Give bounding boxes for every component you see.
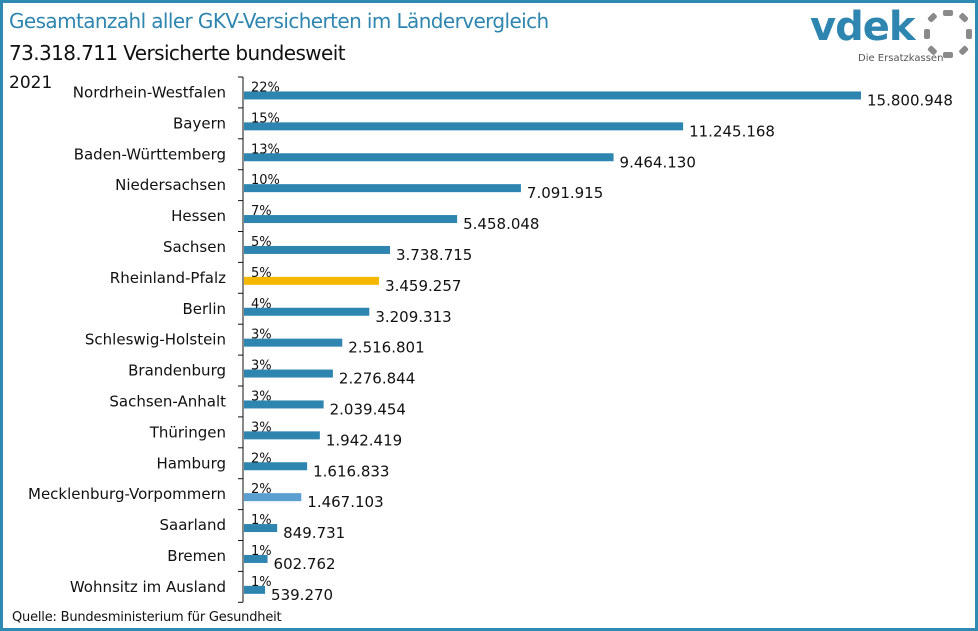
- category-label: Nordrhein-Westfalen: [73, 83, 226, 101]
- percent-label: 7%: [251, 204, 272, 219]
- bar: [244, 493, 302, 502]
- value-label: 2.276.844: [339, 370, 415, 388]
- bar: [244, 554, 268, 563]
- logo-wordmark: vdek: [810, 4, 915, 50]
- bar: [244, 245, 390, 254]
- bar: [244, 153, 614, 162]
- category-label: Wohnsitz im Ausland: [70, 578, 226, 596]
- value-label: 11.245.168: [689, 122, 775, 140]
- bar: [244, 276, 380, 285]
- percent-label: 22%: [251, 80, 280, 95]
- percent-label: 3%: [251, 420, 272, 435]
- percent-label: 1%: [251, 513, 272, 528]
- logo-ring-icon: [924, 10, 972, 58]
- chart-title: Gesamtanzahl aller GKV-Versicherten im L…: [9, 9, 549, 33]
- percent-label: 2%: [251, 451, 272, 466]
- value-label: 1.616.833: [313, 462, 389, 480]
- bar: [244, 585, 266, 594]
- source-note: Quelle: Bundesministerium für Gesundheit: [12, 610, 282, 625]
- percent-label: 13%: [251, 142, 280, 157]
- category-label: Hessen: [171, 207, 226, 225]
- percent-label: 1%: [251, 544, 272, 559]
- bar: [244, 307, 370, 316]
- category-label: Bremen: [167, 547, 226, 565]
- percent-label: 3%: [251, 389, 272, 404]
- percent-label: 2%: [251, 482, 272, 497]
- category-label: Baden-Württemberg: [74, 145, 226, 163]
- category-label: Thüringen: [149, 423, 226, 441]
- bar: [244, 122, 684, 131]
- percent-label: 1%: [251, 575, 272, 590]
- bar: [244, 400, 324, 409]
- bar: [244, 184, 521, 193]
- value-label: 2.039.454: [330, 400, 406, 418]
- bar: [244, 431, 320, 440]
- percent-label: 15%: [251, 111, 280, 126]
- category-label: Sachsen: [163, 238, 226, 256]
- category-label: Saarland: [160, 516, 226, 534]
- value-label: 5.458.048: [463, 215, 539, 233]
- category-label: Bayern: [173, 114, 226, 132]
- bar: [244, 338, 343, 347]
- value-label: 1.467.103: [307, 493, 383, 511]
- category-label: Mecklenburg-Vorpommern: [28, 485, 226, 503]
- value-label: 9.464.130: [620, 153, 696, 171]
- value-label: 3.738.715: [396, 246, 472, 264]
- percent-label: 5%: [251, 266, 272, 281]
- bar: [244, 524, 278, 533]
- logo-tagline: Die Ersatzkassen: [858, 53, 944, 64]
- chart-year: 2021: [9, 73, 53, 93]
- chart-subtitle: 73.318.711 Versicherte bundesweit: [9, 41, 346, 65]
- bar: [244, 369, 333, 378]
- value-label: 3.209.313: [375, 308, 451, 326]
- percent-label: 10%: [251, 173, 280, 188]
- percent-label: 5%: [251, 235, 272, 250]
- vdek-logo: vdek Die Ersatzkassen: [810, 4, 972, 66]
- value-label: 3.459.257: [385, 277, 461, 295]
- bar: [244, 91, 861, 100]
- value-label: 849.731: [283, 524, 345, 542]
- bar: [244, 462, 308, 471]
- bar: [244, 215, 458, 224]
- value-label: 1.942.419: [326, 431, 402, 449]
- percent-label: 3%: [251, 359, 272, 374]
- category-label: Sachsen-Anhalt: [109, 392, 226, 410]
- value-label: 539.270: [271, 586, 333, 604]
- percent-label: 3%: [251, 328, 272, 343]
- value-label: 7.091.915: [527, 184, 603, 202]
- value-label: 2.516.801: [348, 339, 424, 357]
- category-label: Hamburg: [156, 454, 226, 472]
- category-label: Niedersachsen: [115, 176, 226, 194]
- category-label: Schleswig-Holstein: [85, 331, 226, 349]
- value-label: 602.762: [274, 555, 336, 573]
- value-label: 15.800.948: [867, 91, 953, 109]
- category-label: Berlin: [182, 300, 226, 318]
- category-label: Brandenburg: [128, 362, 226, 380]
- percent-label: 4%: [251, 297, 272, 312]
- category-label: Rheinland-Pfalz: [110, 269, 226, 287]
